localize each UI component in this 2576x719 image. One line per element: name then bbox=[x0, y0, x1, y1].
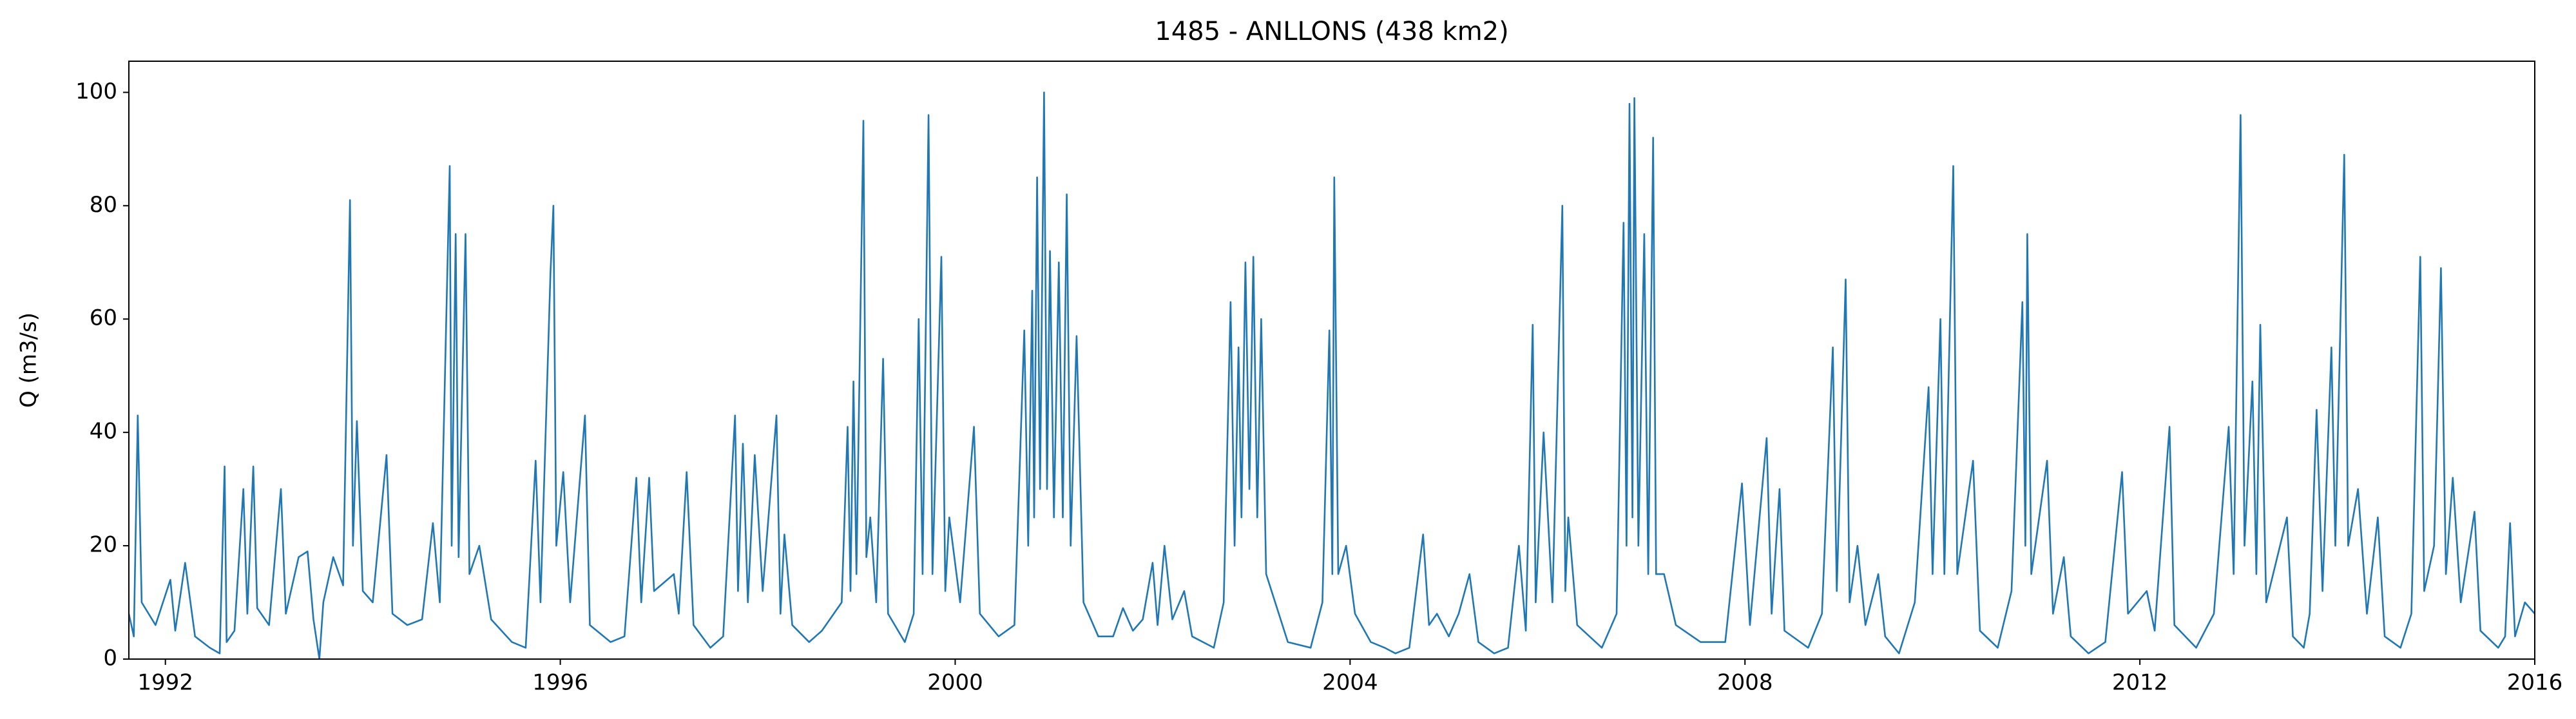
x-tick-label: 2016 bbox=[2507, 670, 2563, 696]
x-tick-label: 2008 bbox=[1717, 670, 1773, 696]
x-tick-label: 1996 bbox=[532, 670, 588, 696]
y-tick-label: 100 bbox=[75, 79, 117, 104]
y-axis-label: Q (m3/s) bbox=[16, 312, 42, 408]
y-tick-label: 60 bbox=[90, 305, 117, 331]
y-tick-label: 0 bbox=[103, 646, 117, 671]
plot-frame bbox=[128, 61, 2535, 660]
x-tick-label: 2004 bbox=[1322, 670, 1378, 696]
y-tick-label: 40 bbox=[90, 419, 117, 445]
data-line bbox=[129, 91, 2535, 659]
x-tick-label: 1992 bbox=[137, 670, 193, 696]
x-tick-label: 2012 bbox=[2112, 670, 2168, 696]
y-tick-label: 80 bbox=[90, 192, 117, 218]
chart-title: 1485 - ANLLONS (438 km2) bbox=[1155, 17, 1508, 46]
y-tick-label: 20 bbox=[90, 532, 117, 558]
x-tick-label: 2000 bbox=[927, 670, 983, 696]
